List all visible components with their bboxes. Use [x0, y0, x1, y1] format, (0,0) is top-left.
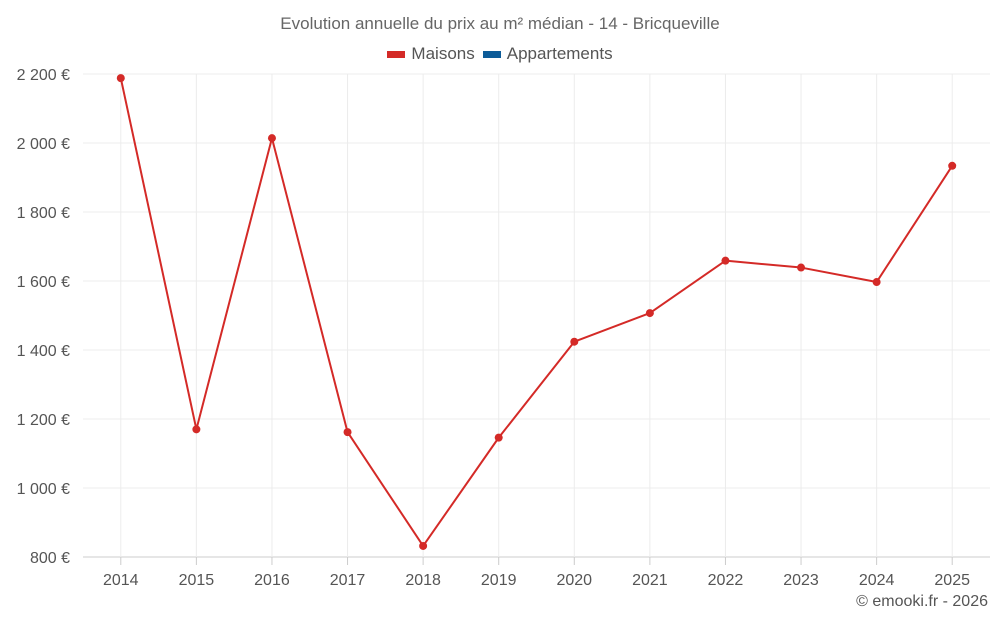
- data-point: [721, 256, 730, 265]
- data-point: [797, 263, 806, 272]
- y-tick-label: 1 600 €: [17, 274, 70, 291]
- legend-item-appartements[interactable]: Appartements: [482, 44, 613, 64]
- legend-item-maisons[interactable]: Maisons: [387, 44, 475, 64]
- x-tick-label: 2018: [405, 572, 441, 589]
- legend-label-maisons: Maisons: [411, 44, 475, 63]
- x-tick-label: 2021: [632, 572, 668, 589]
- data-point: [494, 433, 503, 442]
- credit-text: © emooki.fr - 2026: [856, 593, 988, 610]
- series-line-maisons: [119, 77, 954, 547]
- y-tick-label: 2 200 €: [17, 67, 70, 84]
- legend-label-appartements: Appartements: [506, 44, 613, 63]
- data-point: [948, 161, 957, 170]
- data-point: [645, 309, 654, 318]
- x-tick-label: 2024: [859, 572, 895, 589]
- chart-title: Evolution annuelle du prix au m² médian …: [280, 14, 720, 33]
- data-point: [267, 134, 276, 143]
- x-tick-label: 2025: [934, 572, 970, 589]
- data-point: [116, 74, 125, 83]
- x-tick-label: 2020: [556, 572, 592, 589]
- x-tick-label: 2014: [103, 572, 139, 589]
- data-point: [419, 541, 428, 550]
- legend-swatch-appartements: [482, 50, 501, 58]
- x-tick-label: 2015: [179, 572, 215, 589]
- data-point: [192, 425, 201, 434]
- y-tick-label: 1 000 €: [17, 481, 70, 498]
- x-tick-label: 2017: [330, 572, 366, 589]
- y-tick-label: 1 400 €: [17, 343, 70, 360]
- x-tick-label: 2016: [254, 572, 290, 589]
- y-tick-label: 1 800 €: [17, 205, 70, 222]
- y-tick-label: 2 000 €: [17, 136, 70, 153]
- legend: Maisons Appartements: [0, 44, 1000, 64]
- y-tick-label: 1 200 €: [17, 412, 70, 429]
- x-tick-label: 2019: [481, 572, 517, 589]
- legend-swatch-maisons: [387, 50, 406, 58]
- x-tick-label: 2022: [708, 572, 744, 589]
- y-tick-label: 800 €: [30, 550, 70, 567]
- x-tick-label: 2023: [783, 572, 819, 589]
- data-point: [872, 278, 881, 287]
- data-point: [570, 337, 579, 346]
- data-point: [343, 428, 352, 437]
